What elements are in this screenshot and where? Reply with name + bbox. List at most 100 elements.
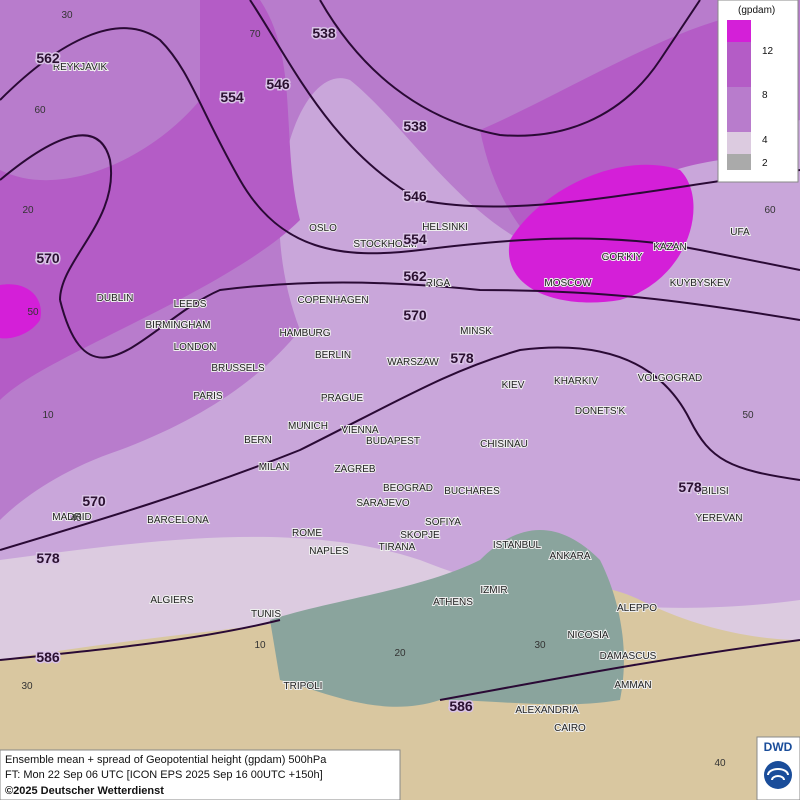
contour-570: [0, 134, 800, 359]
city-label: TUNIS: [251, 609, 281, 620]
contour-label: 586: [36, 649, 60, 665]
city-label: PARIS: [193, 391, 223, 402]
city-label: BARCELONA: [147, 515, 209, 526]
city-label: RIGA: [426, 278, 451, 289]
city-label: MINSK: [460, 326, 492, 337]
city-label: ANKARA: [549, 551, 590, 562]
legend-level: 4: [762, 135, 768, 146]
city-label: HELSINKI: [422, 222, 468, 233]
city-label: BEOGRAD: [383, 483, 433, 494]
city-label: HAMBURG: [279, 328, 330, 339]
graticule-label: 60: [34, 105, 46, 116]
city-label: TIRANA: [379, 542, 416, 553]
city-label: BIRMINGHAM: [146, 320, 211, 331]
city-label: ROME: [292, 528, 322, 539]
legend-level: 8: [762, 90, 768, 101]
graticule-label: 20: [22, 205, 34, 216]
contour-label: 578: [36, 550, 60, 566]
contour-label: 562: [36, 50, 60, 66]
city-label: BUDAPEST: [366, 436, 420, 447]
footer-line: FT: Mon 22 Sep 06 UTC [ICON EPS 2025 Sep…: [5, 769, 323, 781]
city-label: UFA: [730, 227, 750, 238]
city-label: LONDON: [174, 342, 217, 353]
city-label: TRIPOLI: [284, 681, 323, 692]
legend-swatch: [727, 154, 751, 170]
city-label: AMMAN: [614, 680, 651, 691]
city-label: GOR'KIY: [602, 252, 643, 263]
graticule-label: 50: [27, 307, 39, 318]
contour-label: 554: [220, 89, 244, 105]
city-label: LEEDS: [174, 299, 207, 310]
legend-swatch: [727, 42, 751, 87]
city-label: DUBLIN: [97, 293, 134, 304]
city-label: VIENNA: [341, 425, 379, 436]
graticule-label: 10: [254, 640, 266, 651]
city-label: MUNICH: [288, 421, 328, 432]
labels: REYKJAVIK OSLO STOCKHOLM HELSINKI RIGA GOR'KI…: [21, 10, 776, 769]
city-label: NAPLES: [309, 546, 349, 557]
logo-text: DWD: [764, 740, 793, 754]
city-label: COPENHAGEN: [297, 295, 368, 306]
contour-label: 546: [403, 188, 427, 204]
spread-12a: [0, 0, 300, 400]
contours: [0, 0, 800, 701]
legend-swatch: [727, 87, 751, 132]
contour-label: 554: [403, 231, 427, 247]
city-label: CHISINAU: [480, 439, 528, 450]
contour-546: [249, 0, 800, 208]
graticule-label: 30: [61, 10, 73, 21]
spread-16a: [508, 164, 694, 303]
city-label: NICOSIA: [567, 630, 608, 641]
graticule-label: 30: [534, 640, 546, 651]
contour-label: 538: [403, 118, 427, 134]
city-label: DAMASCUS: [600, 651, 657, 662]
contour-label: 570: [82, 493, 106, 509]
city-label: ALGIERS: [150, 595, 194, 606]
city-label: DONETS'K: [575, 406, 626, 417]
city-label: MILAN: [259, 462, 290, 473]
graticule-label: 50: [742, 410, 754, 421]
contour-label: 570: [403, 307, 427, 323]
city-label: SKOPJE: [400, 530, 440, 541]
city-label: KAZAN: [653, 242, 686, 253]
city-label: BUCHARES: [444, 486, 500, 497]
contour-538: [319, 0, 701, 137]
contour-label: 578: [450, 350, 474, 366]
city-label: ATHENS: [433, 597, 473, 608]
city-label: YEREVAN: [695, 513, 742, 524]
city-label: BERLIN: [315, 350, 351, 361]
city-label: KHARKIV: [554, 376, 598, 387]
city-label: MADRID: [52, 512, 91, 523]
city-label: WARSZAW: [387, 357, 439, 368]
graticule-label: 70: [249, 29, 261, 40]
logo-wave: [767, 768, 789, 781]
city-label: CAIRO: [554, 723, 586, 734]
graticule-label: 60: [764, 205, 776, 216]
contour-label: 546: [266, 76, 290, 92]
city-label: OSLO: [309, 223, 337, 234]
city-label: SOFIYA: [425, 517, 461, 528]
city-label: KUYBYSKEV: [670, 278, 731, 289]
city-label: MOSCOW: [544, 278, 592, 289]
city-label: PRAGUE: [321, 393, 364, 404]
contour-578: [0, 346, 800, 551]
city-label: ZAGREB: [334, 464, 375, 475]
city-label: TBILISI: [695, 486, 728, 497]
legend-level: 12: [762, 46, 774, 57]
legend-unit: (gpdam): [738, 5, 775, 16]
graticule-label: 10: [42, 410, 54, 421]
city-label: BRUSSELS: [211, 363, 265, 374]
graticule-label: 40: [714, 758, 726, 769]
footer-box: [0, 749, 401, 800]
city-label: REYKJAVIK: [53, 62, 108, 73]
legend-level: 2: [762, 158, 768, 169]
contour-label: 586: [449, 698, 473, 714]
footer-line: Ensemble mean + spread of Geopotential h…: [5, 754, 327, 766]
contour-586: [0, 619, 800, 701]
contour-label: 562: [403, 268, 427, 284]
city-label: SARAJEVO: [356, 498, 410, 509]
spread-12b: [480, 20, 720, 250]
city-label: IZMIR: [480, 585, 507, 596]
city-label: ISTANBUL: [493, 540, 542, 551]
city-label: ALEPPO: [617, 603, 657, 614]
